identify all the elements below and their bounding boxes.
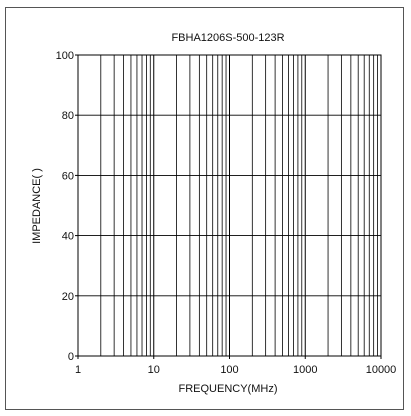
y-tick-label: 0	[68, 351, 74, 363]
x-tick-label: 1000	[293, 364, 317, 376]
x-tick-label: 10000	[366, 364, 397, 376]
x-axis-label: FREQUENCY(MHz)	[179, 383, 278, 395]
y-tick-label: 20	[62, 291, 74, 303]
y-tick-label: 100	[56, 50, 74, 62]
y-axis: 0 20 40 60 80 100	[56, 50, 78, 363]
x-tick-label: 10	[148, 364, 160, 376]
chart-frame	[5, 7, 404, 410]
chart-title: FBHA1206S-500-123R	[171, 32, 284, 44]
x-axis: 1 10 100 1000 10000	[75, 356, 396, 376]
grid	[78, 55, 381, 356]
y-tick-label: 40	[62, 231, 74, 243]
x-tick-label: 100	[220, 364, 238, 376]
y-tick-label: 80	[62, 110, 74, 122]
y-tick-label: 60	[62, 170, 74, 182]
y-axis-label: IMPEDANCE( )	[31, 168, 43, 244]
x-tick-label: 1	[75, 364, 81, 376]
